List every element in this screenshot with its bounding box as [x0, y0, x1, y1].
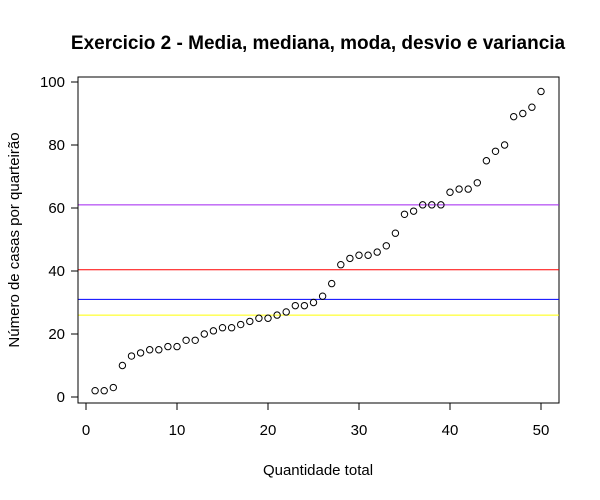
data-point	[510, 112, 518, 121]
x-axis: 0 10 20 30 40 50	[82, 402, 550, 439]
x-tick-label: 10	[169, 422, 186, 439]
data-point	[246, 317, 254, 326]
data-point	[428, 201, 436, 209]
data-point	[146, 346, 154, 354]
data-point	[337, 261, 345, 269]
data-point	[537, 87, 545, 96]
data-point	[227, 324, 236, 332]
y-axis-label: Número de casas por quarteirão	[6, 132, 23, 347]
data-point	[273, 311, 281, 319]
data-point	[382, 242, 390, 250]
data-point	[437, 201, 445, 209]
data-point	[328, 279, 336, 288]
data-point	[182, 336, 190, 344]
data-point	[91, 387, 99, 395]
y-axis: 0 20 40 60 80 100	[40, 74, 79, 406]
data-point	[218, 324, 227, 332]
data-point	[300, 301, 309, 310]
data-point	[464, 185, 472, 193]
reference-lines	[78, 204, 559, 316]
data-point	[309, 298, 318, 307]
data-points	[91, 87, 545, 395]
data-point	[127, 352, 136, 360]
data-point	[155, 346, 163, 354]
x-tick-label: 50	[533, 422, 550, 439]
data-point	[136, 349, 145, 357]
y-tick-label: 0	[57, 389, 65, 406]
x-tick-label: 30	[351, 422, 368, 439]
data-point	[528, 103, 536, 111]
data-point	[118, 361, 127, 370]
data-point	[491, 147, 500, 156]
data-point	[455, 185, 463, 193]
data-point	[200, 330, 209, 338]
data-point	[391, 229, 400, 237]
data-point	[109, 383, 118, 392]
y-tick-label: 80	[48, 137, 65, 154]
data-point	[473, 179, 481, 187]
data-point	[282, 308, 290, 316]
data-point	[255, 314, 263, 322]
data-point	[209, 327, 218, 335]
plot-frame	[77, 76, 560, 404]
y-tick-label: 40	[48, 263, 65, 280]
y-tick-label: 20	[48, 326, 65, 343]
x-axis-label: Quantidade total	[263, 462, 373, 479]
data-point	[500, 141, 509, 149]
data-point	[100, 387, 108, 395]
data-point	[519, 109, 527, 118]
data-point	[237, 320, 245, 329]
x-tick-label: 40	[442, 422, 459, 439]
data-point	[264, 314, 272, 322]
data-point	[373, 248, 381, 256]
data-point	[164, 342, 172, 351]
x-tick-label: 20	[260, 422, 277, 439]
data-point	[291, 301, 299, 310]
data-point	[419, 201, 427, 209]
data-point	[346, 254, 354, 263]
data-point	[355, 251, 363, 259]
data-point	[446, 188, 454, 196]
data-point	[409, 207, 418, 215]
chart-title: Exercicio 2 - Media, mediana, moda, desv…	[71, 33, 566, 54]
y-tick-label: 100	[40, 74, 65, 91]
x-tick-label: 0	[82, 422, 90, 439]
data-point	[400, 210, 409, 219]
data-point	[482, 157, 491, 165]
y-tick-label: 60	[48, 200, 65, 217]
data-point	[364, 251, 372, 259]
data-point	[318, 292, 327, 300]
data-point	[173, 342, 181, 351]
data-point	[191, 336, 199, 344]
